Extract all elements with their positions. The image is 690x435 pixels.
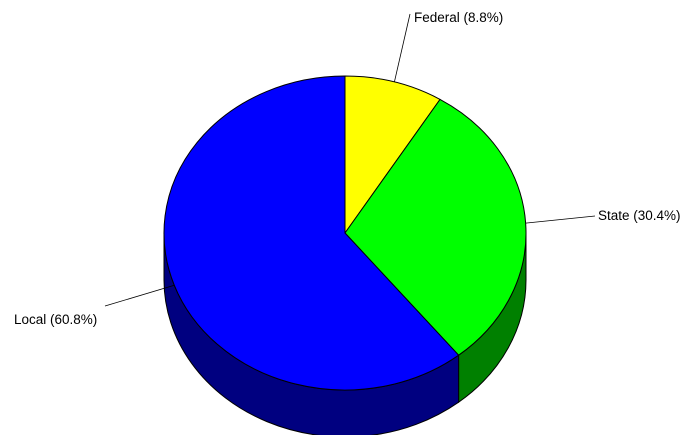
slice-state (344, 98, 527, 356)
slice-label-local: Local (60.8%) (14, 312, 97, 327)
slice-label-federal: Federal (8.8%) (414, 10, 503, 25)
pie-slices (163, 75, 527, 391)
slice-label-state: State (30.4%) (598, 208, 681, 223)
slice-federal (344, 75, 441, 235)
leader-line-federal (394, 13, 411, 83)
pie-leader-lines (104, 13, 596, 307)
leader-line-state (525, 215, 596, 224)
leader-line-local (104, 284, 175, 307)
